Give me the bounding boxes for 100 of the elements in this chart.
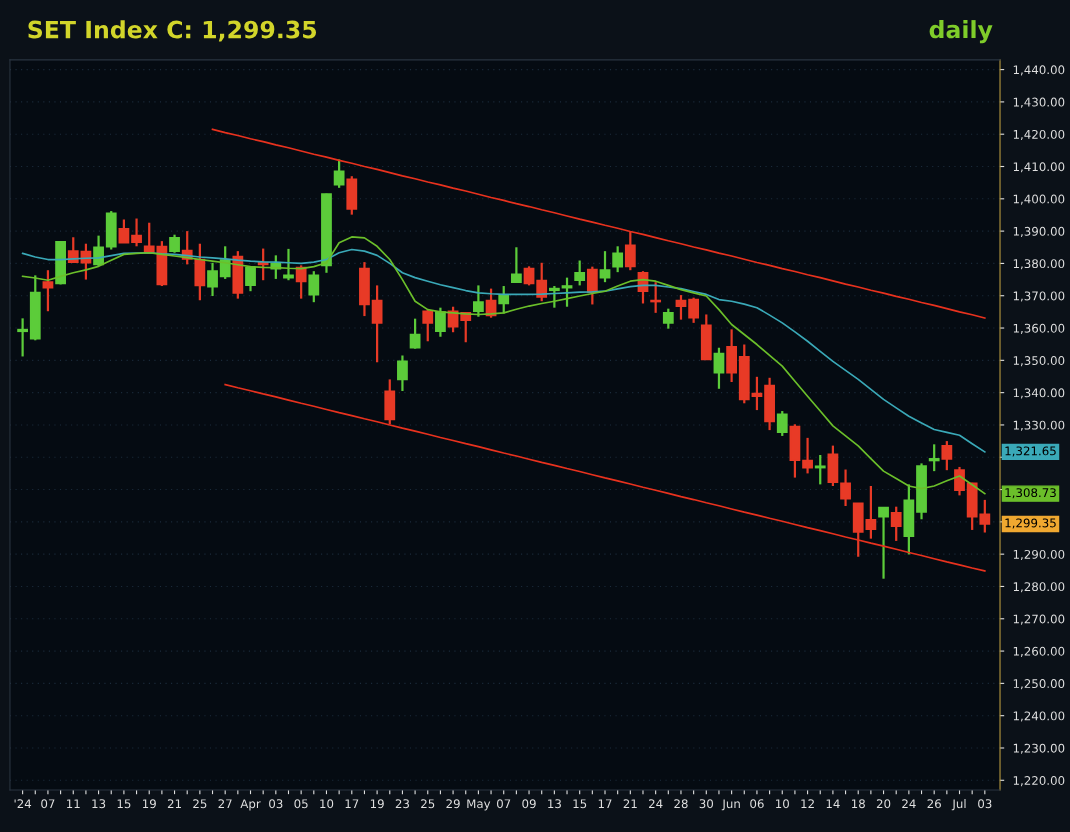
x-tick-label: 26 [927, 799, 941, 809]
candlestick [928, 443, 940, 473]
candlestick [333, 158, 345, 189]
candlestick [409, 317, 421, 350]
candlestick [599, 250, 611, 284]
candlestick [802, 436, 813, 475]
candlestick [118, 218, 130, 244]
candlestick [295, 264, 307, 300]
x-tick-label: 24 [649, 799, 663, 808]
y-tick-label: 1,230.00 [1013, 743, 1065, 754]
y-tick-label: 1,430.00 [1013, 97, 1065, 108]
y-tick-label: 1,380.00 [1013, 259, 1065, 270]
y-tick-label: 1,440.00 [1013, 65, 1065, 76]
chart-subtitle: daily [929, 20, 993, 44]
candlestick [93, 234, 104, 268]
candlestick [447, 305, 459, 334]
candlestick [245, 265, 256, 293]
x-tick-label: 10 [776, 799, 789, 809]
candlestick [662, 307, 674, 330]
line-series [21, 236, 986, 495]
x-tick-label: 13 [548, 799, 561, 809]
x-tick-label: 06 [750, 799, 764, 809]
candlestick [814, 453, 826, 486]
candlestick [536, 261, 548, 303]
candlestick [561, 276, 573, 308]
y-tick-label: 1,390.00 [1013, 226, 1065, 237]
y-tick-label: 1,340.00 [1013, 388, 1065, 399]
x-tick-label: 19 [143, 799, 156, 809]
x-tick-label: 14 [826, 799, 840, 808]
candlestick [371, 284, 383, 364]
candlestick [954, 465, 965, 497]
y-tick-label: 1,250.00 [1013, 679, 1065, 690]
candlestick [422, 308, 434, 343]
y-tick-label: 1,410.00 [1013, 162, 1065, 173]
y-tick-label: 1,240.00 [1013, 711, 1065, 722]
candlestick [878, 506, 889, 580]
line-series [224, 383, 986, 572]
candlestick [308, 270, 320, 304]
x-tick-label: 25 [421, 799, 435, 809]
x-tick-label: 23 [395, 799, 409, 809]
candlestick [17, 317, 29, 358]
y-tick-label: 1,280.00 [1013, 582, 1065, 593]
x-tick-label: 12 [801, 799, 814, 808]
line-series [211, 128, 986, 319]
x-tick-label: 30 [699, 799, 714, 809]
y-tick-label: 1,290.00 [1013, 549, 1065, 561]
x-tick-label: Apr [240, 799, 261, 811]
candlestick [624, 230, 636, 272]
x-tick-label: 10 [320, 799, 334, 809]
candlestick [510, 246, 522, 284]
x-tick-label: 21 [623, 799, 637, 808]
x-tick-label: '24 [14, 799, 32, 808]
x-tick-label: 15 [573, 799, 587, 809]
candlestick [498, 284, 510, 315]
x-tick-label: 11 [67, 799, 80, 808]
y-tick-label: 1,330.00 [1013, 420, 1065, 431]
candlestick [713, 346, 725, 390]
x-tick-label: 17 [598, 799, 612, 808]
candlestick [840, 468, 851, 508]
data-label: 1,308.73 [1005, 488, 1056, 499]
candlestick [751, 375, 763, 412]
candlestick [688, 296, 700, 324]
x-tick-label: 03 [978, 799, 992, 809]
x-tick-label: 03 [269, 799, 283, 809]
x-tick-label: 19 [370, 799, 384, 809]
y-tick-label: 1,350.00 [1013, 356, 1065, 367]
x-tick-label: 25 [193, 799, 207, 809]
candlestick [219, 245, 231, 281]
y-tick-label: 1,220.00 [1013, 776, 1065, 787]
candlestick [890, 505, 902, 543]
candlestick [169, 233, 180, 254]
y-tick-label: 1,400.00 [1013, 194, 1065, 205]
x-tick-label: Jul [951, 799, 966, 811]
data-label: 1,321.65 [1005, 446, 1056, 457]
candlestick [612, 245, 624, 274]
x-tick-label: 07 [41, 799, 55, 809]
candlestick [435, 306, 446, 338]
y-tick-label: 1,370.00 [1013, 291, 1065, 302]
x-tick-label: 29 [446, 799, 460, 809]
chart-title: SET Index C: 1,299.35 [28, 20, 317, 42]
candlestick [776, 409, 788, 438]
y-tick-label: 1,270.00 [1013, 614, 1065, 625]
x-tick-label: 20 [876, 799, 891, 809]
candlestick [523, 265, 535, 287]
x-tick-label: 05 [294, 799, 308, 809]
text: 1,299.35 [1005, 518, 1056, 529]
candlestick [131, 217, 142, 248]
x-tick-label: 15 [117, 799, 131, 809]
x-tick-label: May [467, 799, 491, 811]
y-tick-label: 1,360.00 [1013, 323, 1065, 334]
x-tick-label: 27 [218, 799, 232, 808]
x-tick-label: Jun [721, 799, 740, 811]
candlestick [675, 293, 687, 321]
candlestick [548, 284, 560, 309]
x-tick-label: 07 [496, 799, 511, 809]
x-tick-label: 24 [902, 799, 916, 808]
candlestick [586, 265, 598, 306]
x-tick-label: 28 [674, 799, 688, 809]
candlestick [397, 354, 408, 393]
y-tick-label: 1,420.00 [1013, 129, 1065, 141]
